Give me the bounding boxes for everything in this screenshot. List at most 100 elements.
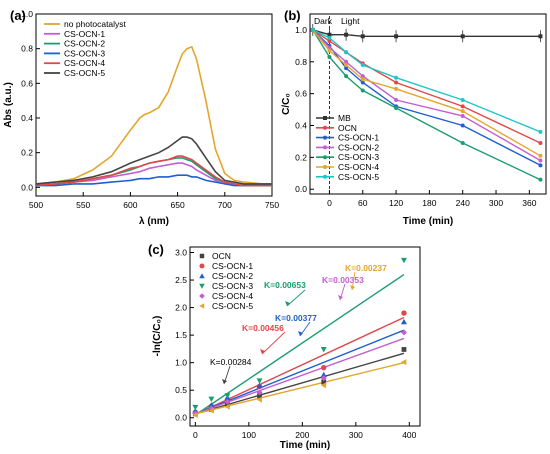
panel-c-point-4 — [256, 389, 263, 396]
panel-c-legend-label: CS-OCN-5 — [212, 301, 253, 311]
panel-b-legend-marker — [323, 145, 327, 150]
panel-b-point — [360, 80, 365, 85]
panel-b-y-ticks: 0.0 0.2 0.4 0.6 0.8 1.0 — [295, 25, 314, 194]
b-y-tick-label: 0.2 — [295, 152, 307, 162]
panel-c-fit-line-0 — [195, 352, 405, 415]
panel-c-fit-line-4 — [195, 337, 405, 415]
c-x-tick-label: 200 — [295, 430, 309, 440]
panel-b-point — [360, 88, 365, 93]
panel-b-point — [460, 104, 465, 109]
panel-c-k-label: K=0.00377 — [275, 313, 317, 323]
a-x-tick-label: 700 — [218, 200, 232, 210]
panel-b-legend-label: CS-OCN-5 — [338, 172, 379, 182]
a-x-tick-label: 750 — [265, 200, 279, 210]
panel-c-legend: OCNCS-OCN-1CS-OCN-2CS-OCN-3CS-OCN-4CS-OC… — [199, 251, 253, 311]
panel-c-point-3 — [208, 396, 215, 403]
panel-c-legend-label: CS-OCN-2 — [212, 271, 253, 281]
panel-b-x-ticks: 0 60 120 180 240 300 360 — [327, 190, 537, 208]
panel-c-k-arrow — [286, 289, 306, 307]
panel-c-k-arrowhead — [298, 331, 303, 336]
b-y-tick-label: 0.8 — [295, 57, 307, 67]
panel-c-point-2 — [256, 382, 263, 389]
c-y-tick-label: 2.5 — [175, 275, 187, 285]
panel-c-legend-marker — [199, 273, 205, 279]
panel-b-legend-label: CS-OCN-1 — [338, 133, 379, 143]
panel-b-point — [360, 77, 365, 82]
panel-b-legend-marker — [323, 155, 327, 160]
panel-a-legend-label: CS-OCN-2 — [64, 39, 105, 49]
a-y-tick-label: 0.0 — [21, 182, 33, 192]
panel-b-point — [344, 59, 349, 64]
panel-c-legend-label: CS-OCN-4 — [212, 291, 253, 301]
c-y-tick-label: 1.5 — [175, 330, 187, 340]
panel-b-point — [327, 32, 332, 37]
c-x-tick-label: 400 — [402, 430, 416, 440]
panel-b-legend: MBOCNCS-OCN-1CS-OCN-2CS-OCN-3CS-OCN-4CS-… — [316, 113, 379, 182]
panel-a-legend-label: no photocatalyst — [64, 19, 127, 29]
panel-c-legend-label: CS-OCN-1 — [212, 261, 253, 271]
panel-b-legend-marker — [323, 116, 327, 120]
panel-c-point-5 — [208, 407, 214, 414]
panel-b-point — [460, 109, 465, 114]
panel-a-y-ticks: 0.0 0.2 0.4 0.6 0.8 1.0 — [21, 9, 40, 192]
panel-b-point — [538, 34, 543, 39]
c-y-tick-label: 2.0 — [175, 303, 187, 313]
panel-c-point-3 — [320, 347, 327, 353]
panel-b-point — [310, 27, 315, 32]
panel-c-point-3 — [192, 404, 199, 411]
panel-a-legend-label: CS-OCN-3 — [64, 48, 105, 58]
panel-c-k-arrowhead — [260, 349, 265, 354]
panel-c-point-4 — [320, 375, 327, 382]
panel-c-x-ticks: 0 100 200 300 400 — [193, 422, 417, 440]
b-y-tick-label: 0.4 — [295, 121, 307, 131]
panel-b-point — [360, 34, 365, 39]
b-x-tick-label: 180 — [422, 198, 436, 208]
b-y-tick-label: 1.0 — [295, 25, 307, 35]
panel-c-k-label: K=0.00456 — [242, 323, 284, 333]
panel-c-point-1 — [401, 310, 407, 316]
panel-b-point — [394, 86, 399, 91]
a-y-tick-label: 0.8 — [21, 44, 33, 54]
panel-b-legend-marker — [323, 165, 327, 169]
a-x-tick-label: 600 — [123, 200, 137, 210]
panel-b-point — [394, 105, 399, 110]
a-y-tick-label: 0.6 — [21, 78, 33, 88]
panel-b-point — [538, 158, 543, 163]
panel-c-point-4 — [224, 398, 231, 405]
panel-b: (b) 0 60 120 180 240 300 360 0.0 0.2 0.4 0.6 0.8 1.… — [281, 8, 547, 227]
panel-b-point — [327, 55, 332, 60]
panel-b-point — [460, 123, 465, 128]
panel-c-k-label: K=0.00353 — [322, 275, 364, 285]
panel-b-legend-label: CS-OCN-2 — [338, 142, 379, 152]
panel-b-label: (b) — [284, 8, 301, 23]
panel-b-point — [327, 35, 332, 40]
panel-a-series-line-4 — [35, 155, 272, 187]
panel-c-k-label: K=0.00284 — [210, 357, 252, 367]
panel-c-k-arrowhead — [350, 285, 355, 290]
panel-b-point — [344, 74, 349, 79]
a-x-tick-label: 550 — [76, 200, 90, 210]
b-x-tick-label: 360 — [522, 198, 536, 208]
panel-c-series — [192, 257, 407, 418]
panel-b-point — [538, 129, 543, 134]
panel-c-legend-label: OCN — [212, 251, 231, 261]
panel-c-k-label: K=0.00653 — [264, 280, 306, 290]
panel-b-legend-marker — [323, 125, 327, 130]
panel-a-x-label: λ (nm) — [139, 216, 169, 227]
c-x-tick-label: 0 — [193, 430, 198, 440]
panel-b-point — [360, 62, 365, 67]
panel-c-legend-marker — [199, 263, 205, 269]
panel-a-y-label: Abs (a.u.) — [3, 82, 14, 128]
panel-a-legend-label: CS-OCN-5 — [64, 68, 105, 78]
panel-c-point-5 — [192, 411, 198, 418]
panel-a-legend: no photocatalystCS-OCN-1CS-OCN-2CS-OCN-3… — [44, 19, 127, 78]
panel-c-label: (c) — [148, 242, 164, 257]
panel-c-point-2 — [400, 318, 407, 325]
panel-c-y-ticks: 0.0 0.5 1.0 1.5 2.0 2.5 3.0 — [175, 248, 194, 423]
panel-c-point-3 — [400, 257, 407, 264]
panel-c-fit-line-5 — [195, 361, 405, 415]
panel-b-legend-label: CS-OCN-3 — [338, 152, 379, 162]
panel-b-point — [394, 98, 399, 103]
